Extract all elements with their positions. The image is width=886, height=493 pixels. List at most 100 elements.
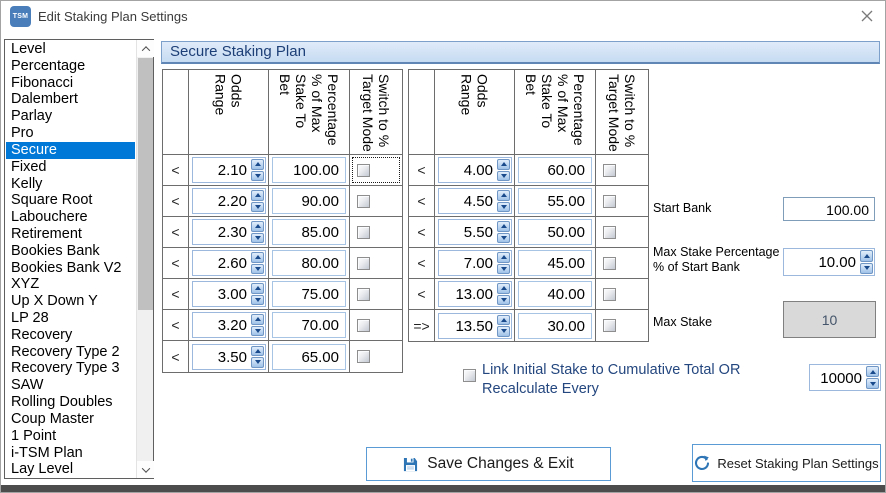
spin-up-button[interactable]	[497, 315, 510, 326]
scroll-down-button[interactable]	[137, 461, 154, 478]
sidebar-item-kelly[interactable]: Kelly	[6, 176, 135, 193]
percentage-input[interactable]: 60.00	[518, 157, 592, 183]
odds-spinner[interactable]: 4.50	[438, 188, 512, 214]
percentage-input[interactable]: 70.00	[272, 312, 346, 338]
odds-value[interactable]: 3.00	[193, 282, 250, 306]
link-initial-stake-checkbox[interactable]	[463, 369, 476, 382]
spin-up-button[interactable]	[497, 190, 510, 201]
scroll-up-button[interactable]	[137, 40, 154, 57]
odds-spinner[interactable]: 13.50	[438, 313, 512, 339]
spin-up-button[interactable]	[497, 221, 510, 232]
switch-checkbox[interactable]	[357, 350, 370, 363]
spin-up-button[interactable]	[251, 252, 264, 263]
scrollbar-thumb[interactable]	[138, 58, 153, 310]
spin-up-button[interactable]	[251, 283, 264, 294]
odds-value[interactable]: 3.20	[193, 313, 250, 337]
odds-spinner[interactable]: 13.00	[438, 281, 512, 307]
spin-up-button[interactable]	[251, 221, 264, 232]
spin-down-button[interactable]	[497, 202, 510, 213]
percentage-input[interactable]: 100.00	[272, 157, 346, 183]
odds-value[interactable]: 2.60	[193, 251, 250, 275]
sidebar-item-percentage[interactable]: Percentage	[6, 58, 135, 75]
spin-down-button[interactable]	[251, 357, 264, 368]
sidebar-item-level[interactable]: Level	[6, 41, 135, 58]
odds-spinner[interactable]: 2.60	[192, 250, 266, 276]
percentage-input[interactable]: 75.00	[272, 281, 346, 307]
sidebar-item-rolling-doubles[interactable]: Rolling Doubles	[6, 394, 135, 411]
sidebar-item-square-root[interactable]: Square Root	[6, 192, 135, 209]
switch-checkbox[interactable]	[603, 288, 616, 301]
odds-spinner[interactable]: 7.00	[438, 250, 512, 276]
percentage-input[interactable]: 90.00	[272, 188, 346, 214]
sidebar-item-secure[interactable]: Secure	[6, 142, 135, 159]
odds-value[interactable]: 4.00	[439, 158, 496, 182]
spin-down-button[interactable]	[497, 233, 510, 244]
spin-up-button[interactable]	[251, 159, 264, 170]
odds-value[interactable]: 2.10	[193, 158, 250, 182]
switch-checkbox[interactable]	[603, 319, 616, 332]
sidebar-item-i-tsm-plan[interactable]: i-TSM Plan	[6, 445, 135, 462]
odds-value[interactable]: 3.50	[193, 345, 250, 369]
sidebar-item-recovery-type-2[interactable]: Recovery Type 2	[6, 344, 135, 361]
switch-checkbox[interactable]	[357, 164, 370, 177]
sidebar-item-lp-28[interactable]: LP 28	[6, 310, 135, 327]
odds-value[interactable]: 5.50	[439, 220, 496, 244]
sidebar-item-fixed[interactable]: Fixed	[6, 159, 135, 176]
spin-down-button[interactable]	[251, 264, 264, 275]
sidebar-item-1-point[interactable]: 1 Point	[6, 428, 135, 445]
sidebar-item-fibonacci[interactable]: Fibonacci	[6, 75, 135, 92]
sidebar-item-xyz[interactable]: XYZ	[6, 276, 135, 293]
spin-up-button[interactable]	[251, 346, 264, 357]
reset-staking-plan-button[interactable]: Reset Staking Plan Settings	[692, 444, 881, 482]
switch-checkbox[interactable]	[357, 288, 370, 301]
spin-down-button[interactable]	[860, 263, 873, 275]
spin-down-button[interactable]	[251, 171, 264, 182]
switch-checkbox[interactable]	[603, 226, 616, 239]
odds-spinner[interactable]: 2.10	[192, 157, 266, 183]
percentage-input[interactable]: 85.00	[272, 219, 346, 245]
percentage-input[interactable]: 80.00	[272, 250, 346, 276]
sidebar-item-recovery[interactable]: Recovery	[6, 327, 135, 344]
odds-spinner[interactable]: 2.20	[192, 188, 266, 214]
sidebar-item-labouchere[interactable]: Labouchere	[6, 209, 135, 226]
spin-up-button[interactable]	[860, 250, 873, 262]
sidebar-item-parlay[interactable]: Parlay	[6, 108, 135, 125]
spin-up-button[interactable]	[497, 283, 510, 294]
spin-up-button[interactable]	[497, 159, 510, 170]
odds-value[interactable]: 7.00	[439, 251, 496, 275]
odds-spinner[interactable]: 5.50	[438, 219, 512, 245]
spin-down-button[interactable]	[497, 295, 510, 306]
switch-checkbox[interactable]	[357, 195, 370, 208]
odds-spinner[interactable]: 3.50	[192, 344, 266, 370]
spin-down-button[interactable]	[497, 326, 510, 337]
odds-value[interactable]: 13.50	[439, 314, 496, 338]
save-changes-button[interactable]: Save Changes & Exit	[366, 447, 611, 481]
switch-checkbox[interactable]	[603, 257, 616, 270]
spin-down-button[interactable]	[866, 378, 879, 389]
recalculate-every-spinner[interactable]: 10000	[809, 364, 881, 391]
max-stake-percentage-value[interactable]: 10.00	[784, 249, 859, 275]
spin-up-button[interactable]	[866, 366, 879, 377]
sidebar-item-up-x-down-y[interactable]: Up X Down Y	[6, 293, 135, 310]
switch-checkbox[interactable]	[603, 195, 616, 208]
percentage-input[interactable]: 30.00	[518, 313, 592, 339]
percentage-input[interactable]: 65.00	[272, 344, 346, 370]
percentage-input[interactable]: 50.00	[518, 219, 592, 245]
spin-up-button[interactable]	[497, 252, 510, 263]
list-scrollbar[interactable]	[136, 40, 153, 478]
spin-down-button[interactable]	[251, 295, 264, 306]
odds-spinner[interactable]: 2.30	[192, 219, 266, 245]
start-bank-input[interactable]: 100.00	[783, 197, 875, 221]
percentage-input[interactable]: 55.00	[518, 188, 592, 214]
switch-checkbox[interactable]	[357, 319, 370, 332]
sidebar-item-recovery-type-3[interactable]: Recovery Type 3	[6, 360, 135, 377]
odds-spinner[interactable]: 3.20	[192, 312, 266, 338]
sidebar-item-bookies-bank[interactable]: Bookies Bank	[6, 243, 135, 260]
switch-checkbox[interactable]	[357, 226, 370, 239]
percentage-input[interactable]: 40.00	[518, 281, 592, 307]
odds-value[interactable]: 2.20	[193, 189, 250, 213]
odds-value[interactable]: 2.30	[193, 220, 250, 244]
odds-value[interactable]: 4.50	[439, 189, 496, 213]
spin-down-button[interactable]	[497, 171, 510, 182]
percentage-input[interactable]: 45.00	[518, 250, 592, 276]
